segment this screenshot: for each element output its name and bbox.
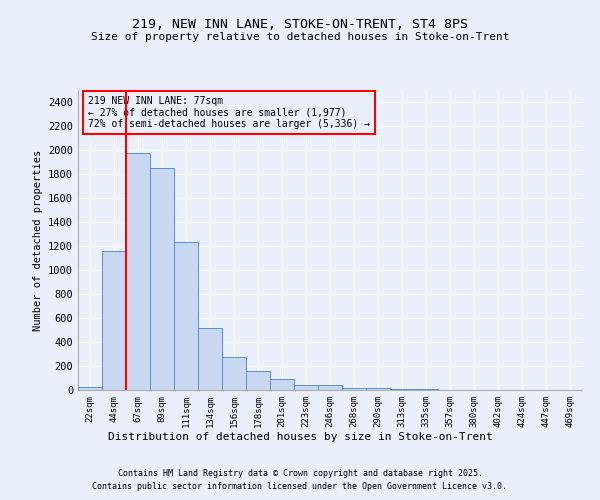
Text: Distribution of detached houses by size in Stoke-on-Trent: Distribution of detached houses by size … (107, 432, 493, 442)
Bar (390, 389, 414, 390)
Bar (222, 357, 246, 390)
Bar (246, 372, 270, 390)
Bar (294, 384, 318, 390)
Bar (318, 385, 342, 390)
Text: Size of property relative to detached houses in Stoke-on-Trent: Size of property relative to detached ho… (91, 32, 509, 42)
Bar (78, 387, 102, 390)
Bar (270, 379, 294, 390)
Bar (126, 153, 150, 390)
Text: 219, NEW INN LANE, STOKE-ON-TRENT, ST4 8PS: 219, NEW INN LANE, STOKE-ON-TRENT, ST4 8… (132, 18, 468, 30)
Text: Contains public sector information licensed under the Open Government Licence v3: Contains public sector information licen… (92, 482, 508, 491)
Bar (150, 168, 174, 390)
Bar (198, 328, 222, 390)
Text: 219 NEW INN LANE: 77sqm
← 27% of detached houses are smaller (1,977)
72% of semi: 219 NEW INN LANE: 77sqm ← 27% of detache… (88, 96, 370, 129)
Y-axis label: Number of detached properties: Number of detached properties (32, 150, 43, 330)
Bar (102, 251, 126, 390)
Bar (174, 242, 198, 390)
Bar (366, 388, 390, 390)
Bar (342, 388, 366, 390)
Text: Contains HM Land Registry data © Crown copyright and database right 2025.: Contains HM Land Registry data © Crown c… (118, 468, 482, 477)
